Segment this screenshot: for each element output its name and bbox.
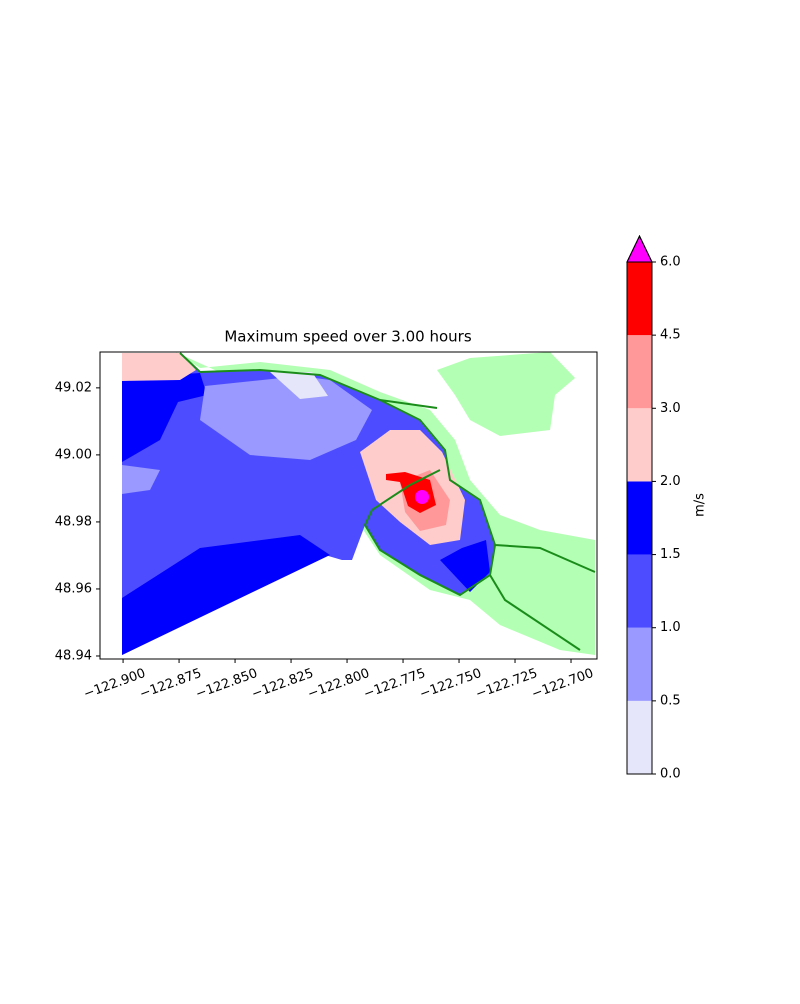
land-region <box>437 352 575 436</box>
y-tick-label: 49.02 <box>55 380 92 395</box>
x-tick-label: −122.875 <box>138 666 204 702</box>
colorbar-extend <box>626 234 653 263</box>
colorbar-segment <box>627 408 652 482</box>
coastline <box>179 352 596 651</box>
colorbar-tick-label: 3.0 <box>660 401 681 416</box>
colorbar-frame <box>626 234 653 775</box>
colorbar-tick-label: 6.0 <box>660 255 681 270</box>
x-tick-label: −122.725 <box>474 666 540 702</box>
colorbar-segment <box>627 627 652 701</box>
x-tick-label: −122.900 <box>82 666 148 702</box>
colorbar-segment <box>627 481 652 555</box>
x-tick-label: −122.850 <box>194 666 260 702</box>
x-tick-label: −122.825 <box>250 666 316 702</box>
colorbar-segment <box>627 700 652 774</box>
x-tick-label: −122.700 <box>530 666 596 702</box>
colorbar-tick-label: 4.5 <box>660 328 681 343</box>
colorbar-tick-label: 0.5 <box>660 693 681 708</box>
level-region <box>122 465 160 494</box>
level-region <box>270 372 328 399</box>
y-tick-label: 49.00 <box>55 447 92 462</box>
colorbar-tick-label: 2.0 <box>660 474 681 489</box>
axes-frame <box>99 351 598 660</box>
y-tick-label: 48.98 <box>55 514 92 529</box>
colorbar-tick-label: 1.5 <box>660 547 681 562</box>
colorbar-label: m/s <box>693 493 708 517</box>
y-tick-label: 48.96 <box>55 581 92 596</box>
x-tick-label: −122.750 <box>418 666 484 702</box>
chart-title: Maximum speed over 3.00 hours <box>224 328 472 346</box>
level-region <box>122 535 330 655</box>
colorbar-segment <box>627 554 652 628</box>
level-region <box>200 376 372 460</box>
colorbar-segment <box>627 335 652 409</box>
level-region <box>122 373 207 462</box>
map <box>99 351 598 660</box>
level-region <box>440 540 490 592</box>
x-tick-label: −122.775 <box>362 666 428 702</box>
level-region <box>122 353 196 381</box>
y-tick-label: 48.94 <box>55 648 92 663</box>
level-region <box>415 490 429 504</box>
colorbar-tick-label: 0.0 <box>660 767 681 782</box>
colorbar-tick-label: 1.0 <box>660 620 681 635</box>
x-tick-label: −122.800 <box>306 666 372 702</box>
colorbar-segment <box>627 262 652 336</box>
